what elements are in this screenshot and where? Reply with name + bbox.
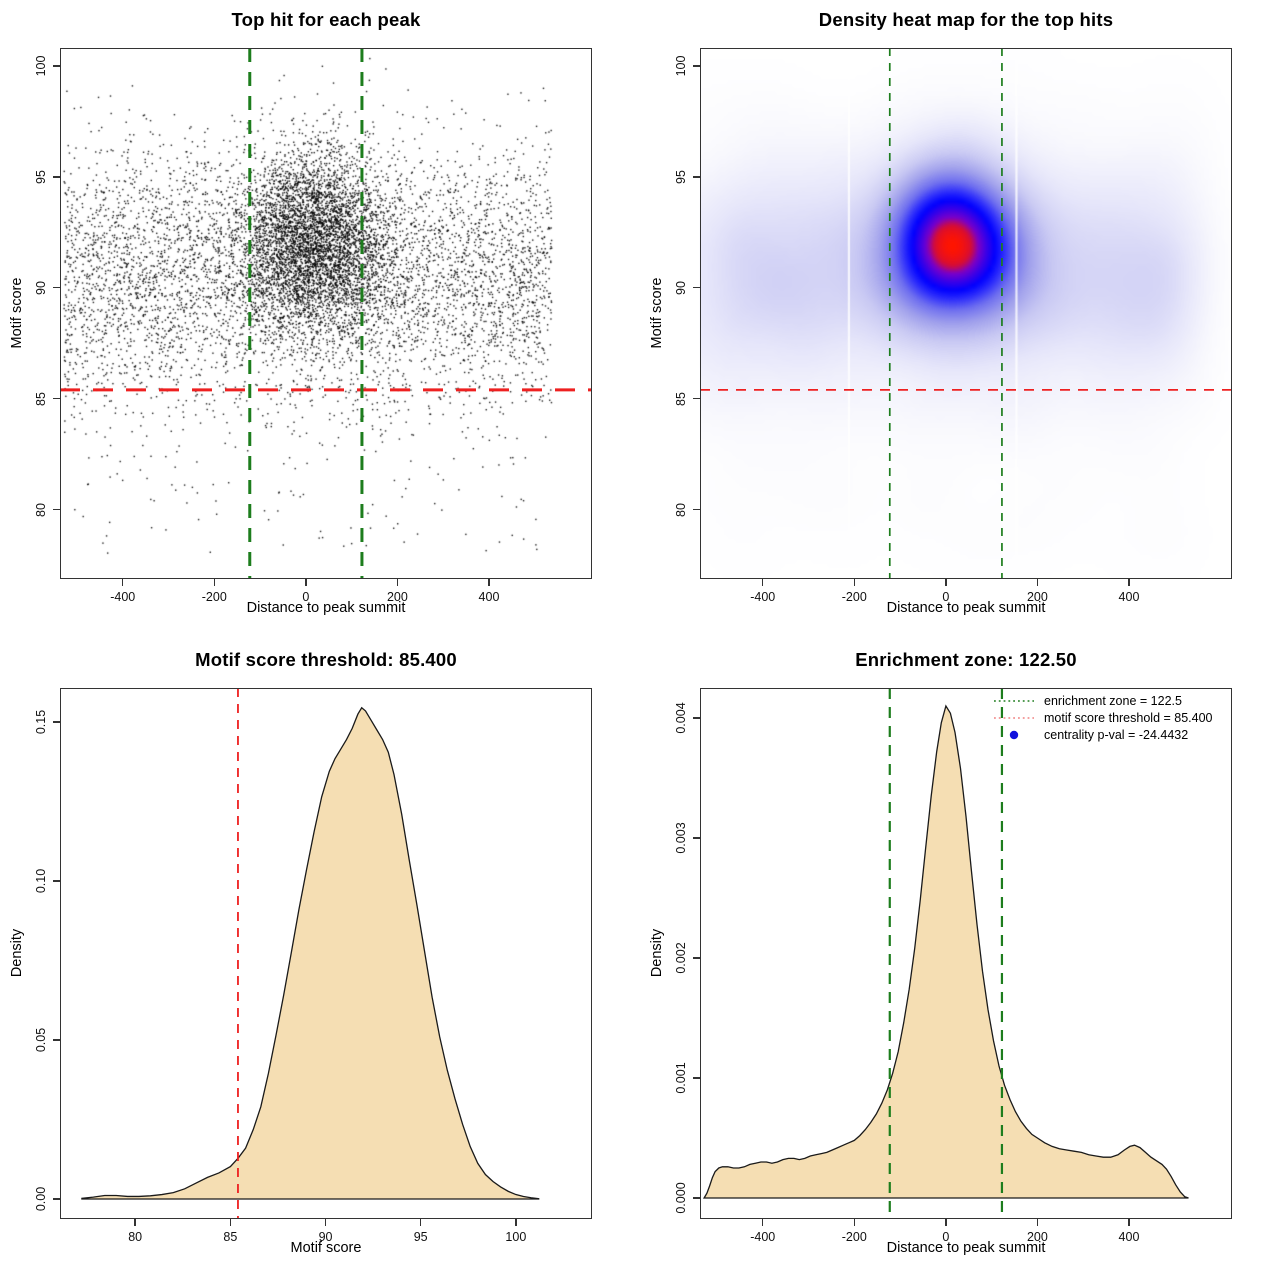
panel-title: Enrichment zone: 122.50 bbox=[855, 649, 1077, 670]
legend-item-label: motif score threshold = 85.400 bbox=[1044, 710, 1213, 725]
x-axis-label: Motif score bbox=[290, 1240, 362, 1256]
tick-label: 90 bbox=[318, 1230, 333, 1244]
legend-item-label: enrichment zone = 122.5 bbox=[1044, 693, 1182, 708]
tick-mark bbox=[945, 1219, 947, 1226]
plot-area bbox=[60, 688, 592, 1219]
tick-mark bbox=[324, 1219, 327, 1226]
tick-mark bbox=[693, 286, 700, 289]
tick-label: -400 bbox=[750, 590, 776, 604]
tick-label: -400 bbox=[110, 590, 136, 604]
tick-mark bbox=[693, 397, 700, 400]
tick-label: -400 bbox=[750, 1230, 776, 1244]
legend-dotted-line-icon bbox=[994, 716, 1034, 719]
tick-mark bbox=[134, 1219, 136, 1226]
tick-mark bbox=[515, 1219, 517, 1226]
legend: enrichment zone = 122.5 motif score thre… bbox=[992, 692, 1213, 743]
tick-mark bbox=[853, 579, 856, 586]
tick-label: 85 bbox=[223, 1230, 238, 1244]
tick-label: -200 bbox=[841, 590, 867, 604]
tick-mark bbox=[693, 508, 700, 511]
tick-mark bbox=[693, 717, 700, 719]
plot-area bbox=[700, 688, 1232, 1219]
x-axis-label: Distance to peak summit bbox=[886, 600, 1046, 616]
tick-mark bbox=[761, 1219, 764, 1226]
tick-mark bbox=[53, 721, 60, 723]
plot-area bbox=[700, 48, 1232, 579]
tick-mark bbox=[761, 579, 764, 586]
tick-mark bbox=[1036, 579, 1039, 586]
tick-mark bbox=[53, 286, 60, 289]
density-heatmap-canvas bbox=[640, 0, 1280, 640]
tick-mark bbox=[945, 579, 947, 586]
tick-mark bbox=[53, 1198, 60, 1200]
plot-overlay bbox=[81, 688, 540, 1219]
tick-mark bbox=[396, 579, 399, 586]
tick-mark bbox=[1036, 1219, 1039, 1226]
tick-label: 400 bbox=[1118, 590, 1140, 604]
plot-overlay bbox=[60, 48, 592, 579]
x-axis-label: Distance to peak summit bbox=[246, 600, 406, 616]
legend-item: centrality p-val = -24.4432 bbox=[992, 726, 1213, 743]
legend-item: enrichment zone = 122.5 bbox=[992, 692, 1213, 709]
tick-label: 100 bbox=[505, 1230, 527, 1244]
panel-distance-density: Enrichment zone: 122.50 Distance to peak… bbox=[640, 640, 1280, 1280]
x-axis-label: Distance to peak summit bbox=[886, 1240, 1046, 1256]
tick-mark bbox=[693, 65, 700, 67]
tick-mark bbox=[53, 397, 60, 400]
legend-item: motif score threshold = 85.400 bbox=[992, 709, 1213, 726]
tick-mark bbox=[1128, 1219, 1130, 1226]
tick-label: -200 bbox=[841, 1230, 867, 1244]
tick-mark bbox=[53, 1039, 60, 1041]
scatter-points-canvas bbox=[0, 0, 640, 640]
legend-item-label: centrality p-val = -24.4432 bbox=[1044, 727, 1189, 742]
tick-mark bbox=[853, 1219, 856, 1226]
tick-label: -200 bbox=[201, 590, 227, 604]
tick-mark bbox=[693, 176, 700, 178]
density-curve bbox=[81, 706, 540, 1200]
tick-mark bbox=[53, 880, 60, 882]
tick-mark bbox=[488, 579, 490, 586]
tick-mark bbox=[693, 837, 700, 839]
plot-overlay bbox=[702, 688, 1189, 1219]
tick-mark bbox=[693, 957, 700, 959]
panel-title: Motif score threshold: 85.400 bbox=[195, 649, 457, 670]
tick-mark bbox=[53, 508, 60, 511]
plot-overlay bbox=[700, 48, 1232, 579]
tick-label: 200 bbox=[1026, 1230, 1048, 1244]
density-curve bbox=[702, 704, 1189, 1199]
tick-mark bbox=[213, 579, 216, 586]
tick-label: 0 bbox=[942, 590, 950, 604]
tick-mark bbox=[1128, 579, 1130, 586]
tick-label: 200 bbox=[386, 590, 408, 604]
tick-mark bbox=[53, 65, 60, 67]
tick-mark bbox=[121, 579, 124, 586]
tick-mark bbox=[53, 176, 60, 178]
tick-label: 80 bbox=[128, 1230, 143, 1244]
tick-mark bbox=[693, 1197, 700, 1199]
tick-label: 0 bbox=[302, 590, 310, 604]
panel-density-heatmap: Density heat map for the top hits Distan… bbox=[640, 0, 1280, 640]
tick-label: 0 bbox=[942, 1230, 950, 1244]
panel-motif-score-density: Motif score threshold: 85.400 Motif scor… bbox=[0, 640, 640, 1280]
legend-dot-icon bbox=[1009, 730, 1019, 739]
legend-dotted-line-icon bbox=[994, 699, 1034, 702]
tick-mark bbox=[229, 1219, 232, 1226]
tick-mark bbox=[305, 579, 307, 586]
tick-label: 95 bbox=[413, 1230, 428, 1244]
panel-scatter-top-hits: Top hit for each peak Distance to peak s… bbox=[0, 0, 640, 640]
tick-label: 200 bbox=[1026, 590, 1048, 604]
panel-title: Top hit for each peak bbox=[231, 9, 421, 30]
tick-mark bbox=[693, 1077, 700, 1079]
tick-mark bbox=[419, 1219, 422, 1226]
tick-label: 400 bbox=[478, 590, 500, 604]
tick-label: 400 bbox=[1118, 1230, 1140, 1244]
plot-area bbox=[60, 48, 592, 579]
panel-title: Density heat map for the top hits bbox=[818, 9, 1114, 30]
